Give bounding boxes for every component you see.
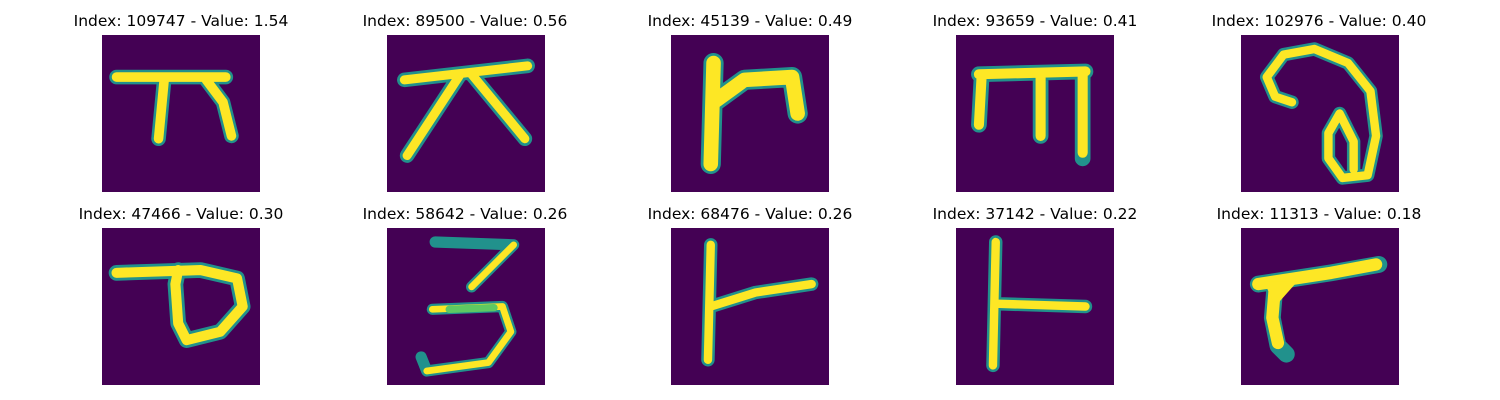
- tile-title-3: Index: 45139 - Value: 0.49: [620, 12, 880, 30]
- glyph-image: [108, 262, 251, 348]
- tile-title-7: Index: 58642 - Value: 0.26: [335, 205, 595, 223]
- tile-image-9: [956, 228, 1114, 385]
- tile-image-5: [1241, 35, 1399, 192]
- tile-image-6: [102, 228, 260, 385]
- glyph-image: [971, 63, 1094, 167]
- glyph-image: [700, 52, 808, 175]
- tile-title-6: Index: 47466 - Value: 0.30: [51, 205, 311, 223]
- tile-title: Index: 68476 - Value: 0.26: [647, 205, 853, 223]
- tile-title: Index: 93659 - Value: 0.41: [932, 12, 1138, 30]
- tile-image-3: [671, 35, 829, 192]
- tile-title-9: Index: 37142 - Value: 0.22: [905, 205, 1165, 223]
- glyph-image: [701, 238, 819, 367]
- tile-title: Index: 58642 - Value: 0.26: [362, 205, 568, 223]
- glyph-image: [415, 236, 520, 377]
- tile-title-4: Index: 93659 - Value: 0.41: [905, 12, 1165, 30]
- tile-title-1: Index: 109747 - Value: 1.54: [51, 12, 311, 30]
- tile-title: Index: 102976 - Value: 0.40: [1211, 12, 1427, 30]
- tile-title: Index: 11313 - Value: 0.18: [1216, 205, 1422, 223]
- glyph-image: [397, 58, 535, 163]
- tile-title: Index: 45139 - Value: 0.49: [647, 12, 853, 30]
- tile-title-5: Index: 102976 - Value: 0.40: [1189, 12, 1449, 30]
- tile-title-8: Index: 68476 - Value: 0.26: [620, 205, 880, 223]
- tile-image-4: [956, 35, 1114, 192]
- tile-image-1: [102, 35, 260, 192]
- tile-image-2: [387, 35, 545, 192]
- tile-title: Index: 37142 - Value: 0.22: [932, 205, 1138, 223]
- tile-title-10: Index: 11313 - Value: 0.18: [1189, 205, 1449, 223]
- tile-title: Index: 47466 - Value: 0.30: [78, 205, 284, 223]
- tile-image-7: [387, 228, 545, 385]
- tile-title: Index: 109747 - Value: 1.54: [73, 12, 289, 30]
- glyph-image: [986, 235, 1093, 373]
- tile-image-10: [1241, 228, 1399, 385]
- glyph-image: [1249, 256, 1388, 363]
- tile-title-2: Index: 89500 - Value: 0.56: [335, 12, 595, 30]
- glyph-image: [109, 69, 239, 147]
- tile-image-8: [671, 228, 829, 385]
- glyph-image: [1260, 42, 1383, 185]
- tile-title: Index: 89500 - Value: 0.56: [362, 12, 568, 30]
